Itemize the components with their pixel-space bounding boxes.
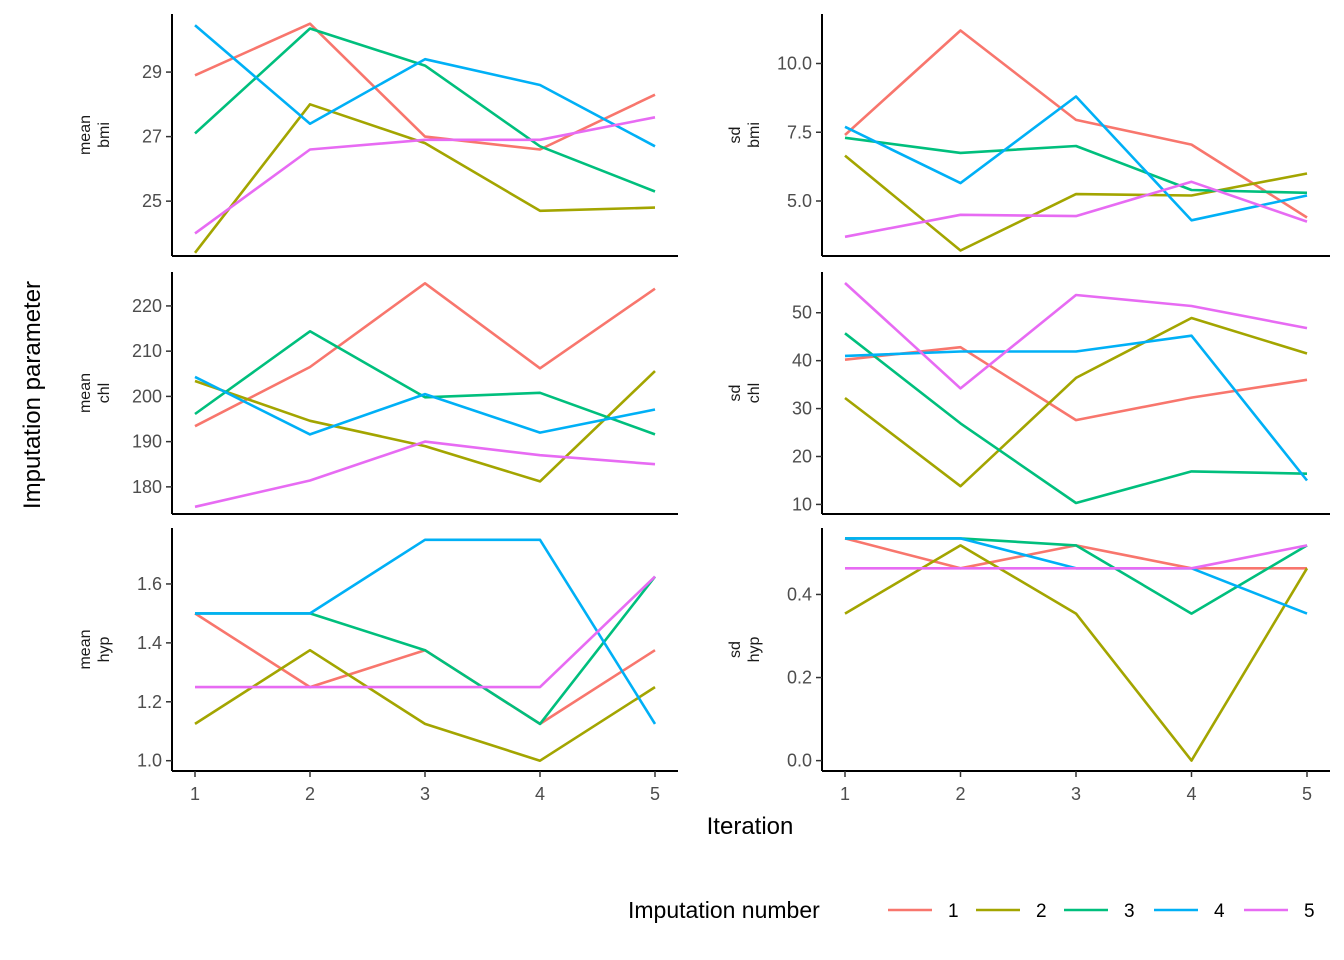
y-tick-label: 10.0 [777, 54, 812, 74]
series-line-imputation-1 [844, 345, 1308, 422]
y-tick-label: 220 [132, 296, 162, 316]
series-line-imputation-5 [845, 544, 1308, 570]
strip-label-line: chl [746, 383, 763, 403]
series-line-imputation-4 [194, 24, 656, 148]
y-tick-label: 1.6 [137, 574, 162, 594]
strip-label-line: sd [727, 385, 744, 402]
x-tick-label: 3 [1071, 784, 1081, 804]
y-tick-label: 200 [132, 386, 162, 406]
series-line-imputation-3 [195, 575, 657, 726]
y-tick-label: 30 [792, 399, 812, 419]
legend-label-3: 3 [1124, 901, 1135, 922]
series-line-imputation-1 [844, 537, 1307, 570]
x-tick-label: 2 [955, 784, 965, 804]
series-line-imputation-5 [844, 282, 1308, 390]
series-line-imputation-4 [194, 375, 656, 436]
y-tick-label: 0.0 [787, 751, 812, 771]
x-axis-title: Iteration [707, 813, 794, 840]
legend-label-2: 2 [1036, 901, 1047, 922]
y-tick-label: 0.4 [787, 584, 812, 604]
y-tick-label: 210 [132, 341, 162, 361]
strip-label: mean bmi [77, 115, 113, 155]
series-line-imputation-5 [194, 440, 656, 509]
panel-sd-bmi: 5.0 7.5 10.0 sd bmi [727, 14, 1330, 257]
panel-sd-hyp: 0.0 0.2 0.4 1 2 3 4 5 sd hyp [727, 528, 1330, 804]
series-line-imputation-2 [194, 648, 656, 763]
series-line-imputation-4 [844, 334, 1309, 482]
legend-label-5: 5 [1304, 901, 1315, 922]
series-line-imputation-4 [195, 538, 657, 725]
legend-label-4: 4 [1214, 901, 1225, 922]
series-line-imputation-1 [844, 29, 1308, 219]
series-line-imputation-4 [844, 95, 1308, 222]
strip-label-line: hyp [96, 637, 113, 663]
y-tick-label: 50 [792, 303, 812, 323]
strip-label-line: sd [727, 641, 744, 658]
series-line-imputation-3 [844, 332, 1308, 505]
y-tick-label: 1.2 [137, 692, 162, 712]
series-line-imputation-5 [844, 180, 1308, 239]
y-tick-label: 29 [142, 62, 162, 82]
series-line-imputation-2 [844, 316, 1308, 488]
strip-label-line: chl [96, 383, 113, 403]
series-line-imputation-3 [194, 329, 656, 436]
strip-label-line: mean [77, 629, 94, 669]
y-tick-label: 40 [792, 351, 812, 371]
strip-label-line: mean [77, 115, 94, 155]
series-line-imputation-2 [844, 544, 1309, 762]
x-tick-label: 1 [190, 784, 200, 804]
panel-mean-hyp: 1.0 1.2 1.4 1.6 1 2 3 4 5 mean hyp [77, 528, 678, 804]
x-tick-label: 5 [1302, 784, 1312, 804]
y-tick-label: 20 [792, 446, 812, 466]
series-line-imputation-3 [844, 136, 1308, 195]
series-line-imputation-3 [194, 27, 656, 193]
series-line-imputation-2 [844, 154, 1308, 252]
x-tick-label: 1 [840, 784, 850, 804]
legend-title: Imputation number [628, 897, 820, 923]
y-tick-label: 0.2 [787, 668, 812, 688]
x-tick-label: 2 [305, 784, 315, 804]
x-tick-label: 3 [420, 784, 430, 804]
strip-label: sd hyp [727, 637, 763, 663]
y-tick-label: 10 [792, 494, 812, 514]
y-axis-title: Imputation parameter [19, 281, 46, 509]
panel-mean-chl: 180 190 200 210 220 mean chl [77, 272, 678, 515]
legend-label-1: 1 [948, 901, 959, 922]
x-tick-label: 4 [535, 784, 545, 804]
series-line-imputation-2 [194, 370, 656, 483]
y-tick-label: 7.5 [787, 122, 812, 142]
y-tick-label: 1.4 [137, 633, 162, 653]
series-line-imputation-2 [193, 103, 656, 254]
strip-label-line: mean [77, 373, 94, 413]
series-line-imputation-1 [194, 281, 656, 428]
series-line-imputation-5 [195, 575, 656, 689]
series-line-imputation-4 [845, 537, 1308, 615]
y-tick-label: 25 [142, 191, 162, 211]
x-tick-label: 5 [650, 784, 660, 804]
strip-label-line: bmi [96, 122, 113, 148]
strip-label-line: sd [727, 127, 744, 144]
strip-label-line: bmi [746, 122, 763, 148]
y-tick-label: 1.0 [137, 751, 162, 771]
strip-label: sd bmi [727, 122, 763, 148]
y-tick-label: 5.0 [787, 191, 812, 211]
y-tick-label: 180 [132, 477, 162, 497]
strip-label: mean hyp [77, 629, 113, 669]
y-tick-label: 27 [142, 127, 162, 147]
y-tick-label: 190 [132, 432, 162, 452]
x-tick-label: 4 [1186, 784, 1196, 804]
legend: Imputation number 1 2 3 4 5 [628, 897, 1315, 923]
panel-mean-bmi: 25 27 29 mean bmi [77, 14, 678, 257]
strip-label: mean chl [77, 373, 113, 413]
strip-label-line: hyp [746, 637, 763, 663]
strip-label: sd chl [727, 383, 763, 403]
panel-sd-chl: 10 20 30 40 50 sd chl [727, 272, 1330, 515]
series-line-imputation-1 [194, 612, 656, 726]
series-line-imputation-3 [845, 537, 1308, 615]
series-line-imputation-5 [194, 116, 656, 235]
